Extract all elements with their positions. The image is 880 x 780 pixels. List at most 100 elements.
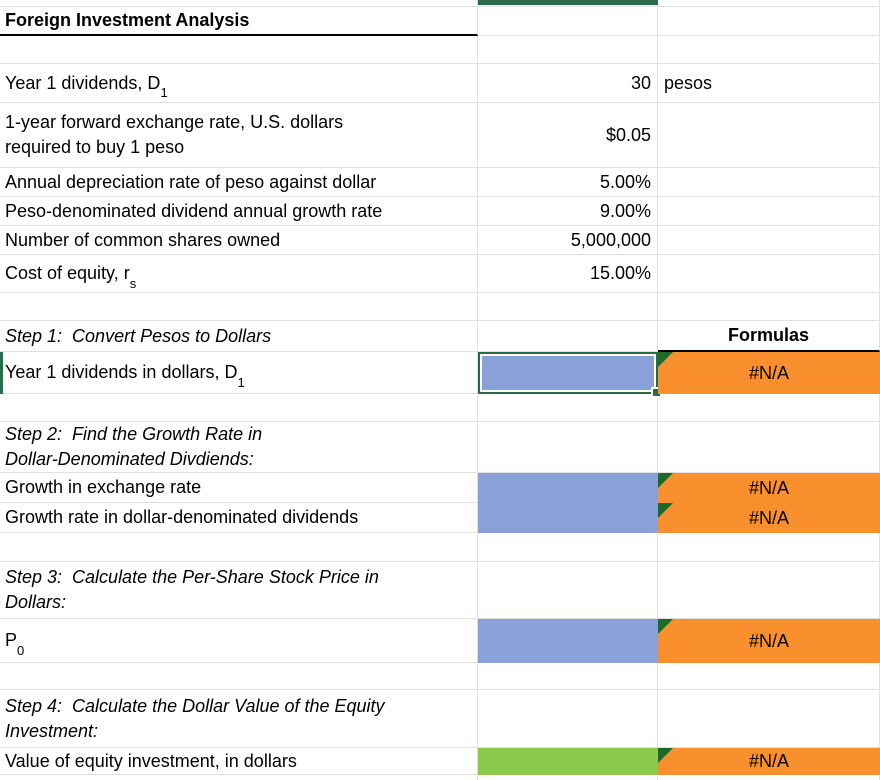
cell-growth-exchange-input[interactable] xyxy=(478,473,658,503)
label-text: Growth in exchange rate xyxy=(5,477,202,498)
cell-empty[interactable] xyxy=(0,394,478,422)
table-row: Year 1 dividends, D1 30 pesos xyxy=(0,64,880,103)
cell-empty[interactable] xyxy=(478,7,658,36)
value-text: 9.00% xyxy=(599,200,651,221)
cell-dividend-growth-label[interactable]: Peso-denominated dividend annual growth … xyxy=(0,197,478,226)
cell-step1-result[interactable]: #N/A xyxy=(658,352,880,394)
cell-empty[interactable] xyxy=(0,0,478,7)
cell-growth-dollar-dividends-label[interactable]: Growth rate in dollar-denominated divide… xyxy=(0,503,478,533)
table-row: Cost of equity, rs 15.00% xyxy=(0,255,880,293)
cell-empty[interactable] xyxy=(658,197,880,226)
label-text: 1-year forward exchange rate, U.S. dolla… xyxy=(5,112,344,157)
label-text: Number of common shares owned xyxy=(5,229,281,250)
cell-empty[interactable] xyxy=(658,562,880,619)
cell-p0-label[interactable]: P0 xyxy=(0,619,478,663)
cell-cost-of-equity-value[interactable]: 15.00% xyxy=(478,255,658,293)
cell-step2-heading[interactable]: Step 2: Find the Growth Rate in Dollar-D… xyxy=(0,422,478,473)
cell-empty[interactable] xyxy=(478,36,658,64)
cell-p0-result[interactable]: #N/A xyxy=(658,619,880,663)
cell-empty[interactable] xyxy=(658,394,880,422)
cell-shares-owned-value[interactable]: 5,000,000 xyxy=(478,226,658,255)
formulas-header-cell[interactable]: Formulas xyxy=(658,321,880,352)
cell-empty[interactable] xyxy=(478,293,658,321)
cell-empty[interactable] xyxy=(0,293,478,321)
cell-title[interactable]: Foreign Investment Analysis xyxy=(0,7,478,36)
cell-empty[interactable] xyxy=(478,394,658,422)
selected-column-indicator xyxy=(478,0,658,5)
cell-equity-value-input[interactable] xyxy=(478,748,658,775)
value-text: 15.00% xyxy=(589,263,651,284)
table-row xyxy=(0,394,880,422)
table-row: Number of common shares owned 5,000,000 xyxy=(0,226,880,255)
cell-empty[interactable] xyxy=(478,422,658,473)
cell-growth-dollar-dividends-result[interactable]: #N/A xyxy=(658,503,880,533)
cell-empty[interactable] xyxy=(478,321,658,352)
table-row: Step 1: Convert Pesos to Dollars Formula… xyxy=(0,321,880,352)
cell-empty[interactable] xyxy=(478,690,658,748)
cell-step3-heading[interactable]: Step 3: Calculate the Per-Share Stock Pr… xyxy=(0,562,478,619)
cell-forward-rate-value[interactable]: $0.05 xyxy=(478,103,658,168)
cell-empty[interactable] xyxy=(658,690,880,748)
table-row: Value of equity investment, in dollars #… xyxy=(0,748,880,775)
cell-equity-value-result[interactable]: #N/A xyxy=(658,748,880,775)
cell-empty[interactable] xyxy=(658,422,880,473)
cell-depreciation-rate-label[interactable]: Annual depreciation rate of peso against… xyxy=(0,168,478,197)
result-text: #N/A xyxy=(748,362,790,383)
cell-empty[interactable] xyxy=(658,7,880,36)
cell-year1-dividends-value[interactable]: 30 xyxy=(478,64,658,103)
label-text: Growth rate in dollar-denominated divide… xyxy=(5,507,359,528)
table-row: 1-year forward exchange rate, U.S. dolla… xyxy=(0,103,880,168)
table-row: Step 3: Calculate the Per-Share Stock Pr… xyxy=(0,562,880,619)
cell-empty[interactable] xyxy=(658,255,880,293)
cell-empty[interactable] xyxy=(658,36,880,64)
cell-empty[interactable] xyxy=(658,775,880,780)
label-text: Year 1 dividends in dollars, D1 xyxy=(5,362,245,390)
cell-dividend-growth-value[interactable]: 9.00% xyxy=(478,197,658,226)
cell-year1-dividends-label[interactable]: Year 1 dividends, D1 xyxy=(0,64,478,103)
cell-empty[interactable] xyxy=(658,168,880,197)
cell-empty[interactable] xyxy=(658,0,880,7)
corner-triangle-icon xyxy=(658,503,673,518)
result-text: #N/A xyxy=(748,477,790,498)
cell-depreciation-rate-value[interactable]: 5.00% xyxy=(478,168,658,197)
cell-empty[interactable] xyxy=(478,562,658,619)
selected-cell-year1-dollars-input[interactable] xyxy=(478,352,662,398)
cell-empty[interactable] xyxy=(478,663,658,690)
cell-empty[interactable] xyxy=(658,663,880,690)
cell-year1-dividends-unit[interactable]: pesos xyxy=(658,64,880,103)
cell-year1-dollars-label[interactable]: Year 1 dividends in dollars, D1 xyxy=(0,352,478,394)
unit-text: pesos xyxy=(664,72,713,93)
cell-growth-exchange-result[interactable]: #N/A xyxy=(658,473,880,503)
cell-empty[interactable] xyxy=(0,36,478,64)
cell-growth-exchange-label[interactable]: Growth in exchange rate xyxy=(0,473,478,503)
cell-growth-dollar-dividends-input[interactable] xyxy=(478,503,658,533)
cell-step4-heading[interactable]: Step 4: Calculate the Dollar Value of th… xyxy=(0,690,478,748)
cell-empty[interactable] xyxy=(658,226,880,255)
cell-step1-heading[interactable]: Step 1: Convert Pesos to Dollars xyxy=(0,321,478,352)
label-text: Value of equity investment, in dollars xyxy=(5,750,297,771)
cell-forward-rate-label[interactable]: 1-year forward exchange rate, U.S. dolla… xyxy=(0,103,478,168)
table-row: Foreign Investment Analysis xyxy=(0,7,880,36)
cell-cost-of-equity-label[interactable]: Cost of equity, rs xyxy=(0,255,478,293)
table-row: Growth in exchange rate #N/A xyxy=(0,473,880,503)
table-row xyxy=(0,775,880,780)
page-title: Foreign Investment Analysis xyxy=(5,10,250,31)
formulas-header: Formulas xyxy=(727,325,810,346)
value-text: 5,000,000 xyxy=(570,229,651,250)
value-text: 30 xyxy=(630,72,651,93)
cell-empty[interactable] xyxy=(0,775,478,780)
cell-empty[interactable] xyxy=(478,533,658,562)
cell-empty[interactable] xyxy=(478,775,658,780)
cell-empty[interactable] xyxy=(658,103,880,168)
corner-triangle-icon xyxy=(658,352,673,367)
table-row: Peso-denominated dividend annual growth … xyxy=(0,197,880,226)
cell-shares-owned-label[interactable]: Number of common shares owned xyxy=(0,226,478,255)
cell-empty[interactable] xyxy=(0,663,478,690)
cell-empty[interactable] xyxy=(658,533,880,562)
table-row xyxy=(0,533,880,562)
table-row xyxy=(0,663,880,690)
cell-empty[interactable] xyxy=(0,533,478,562)
cell-equity-value-label[interactable]: Value of equity investment, in dollars xyxy=(0,748,478,775)
cell-empty[interactable] xyxy=(658,293,880,321)
cell-p0-input[interactable] xyxy=(478,619,658,663)
